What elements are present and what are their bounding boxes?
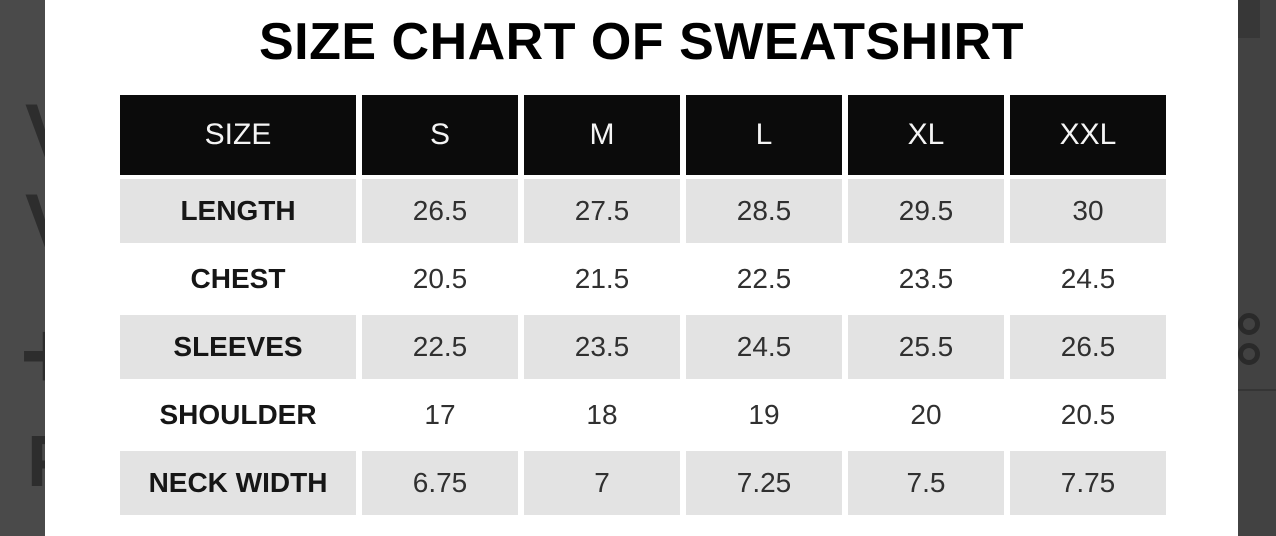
value-length-xxl: 30 [1010,179,1166,243]
right-edge-ring-fragment-2 [1238,343,1260,365]
size-chart-content: SIZE CHART OF SWEATSHIRT SIZE S M L XL XXL LEN… [45,0,1238,536]
row-label-length: LENGTH [120,179,356,243]
value-neck-width-s: 6.75 [362,451,518,515]
row-label-sleeves: SLEEVES [120,315,356,379]
value-shoulder-xl: 20 [848,383,1004,447]
left-edge-text-fragment-3: + [20,308,45,404]
left-page-edge: V V + P [0,0,45,536]
left-edge-text-fragment-4: P [27,426,45,498]
value-shoulder-xxl: 20.5 [1010,383,1166,447]
value-chest-xl: 23.5 [848,247,1004,311]
column-header-xl: XL [848,95,1004,175]
right-page-edge [1238,0,1276,536]
column-header-s: S [362,95,518,175]
value-neck-width-m: 7 [524,451,680,515]
value-sleeves-s: 22.5 [362,315,518,379]
value-chest-s: 20.5 [362,247,518,311]
value-sleeves-l: 24.5 [686,315,842,379]
page-title: SIZE CHART OF SWEATSHIRT [258,13,1024,71]
row-label-shoulder: SHOULDER [120,383,356,447]
value-neck-width-l: 7.25 [686,451,842,515]
value-sleeves-xl: 25.5 [848,315,1004,379]
size-chart-table: SIZE S M L XL XXL LENGTH 26.5 27.5 28.5 29.5 30 CHES… [120,95,1166,515]
column-header-xxl: XXL [1010,95,1166,175]
value-length-xl: 29.5 [848,179,1004,243]
left-edge-text-fragment-2: V [25,184,45,260]
value-chest-xxl: 24.5 [1010,247,1166,311]
column-header-l: L [686,95,842,175]
value-chest-m: 21.5 [524,247,680,311]
value-length-s: 26.5 [362,179,518,243]
row-label-neck-width: NECK WIDTH [120,451,356,515]
right-edge-ring-fragment-1 [1238,313,1260,335]
row-label-chest: CHEST [120,247,356,311]
value-length-m: 27.5 [524,179,680,243]
value-shoulder-s: 17 [362,383,518,447]
right-edge-dark-block [1238,0,1260,38]
column-header-m: M [524,95,680,175]
value-sleeves-xxl: 26.5 [1010,315,1166,379]
value-length-l: 28.5 [686,179,842,243]
value-sleeves-m: 23.5 [524,315,680,379]
value-shoulder-m: 18 [524,383,680,447]
value-neck-width-xxl: 7.75 [1010,451,1166,515]
right-edge-divider-line [1238,389,1276,391]
value-chest-l: 22.5 [686,247,842,311]
left-edge-text-fragment-1: V [25,94,45,170]
value-neck-width-xl: 7.5 [848,451,1004,515]
value-shoulder-l: 19 [686,383,842,447]
column-header-size: SIZE [120,95,356,175]
